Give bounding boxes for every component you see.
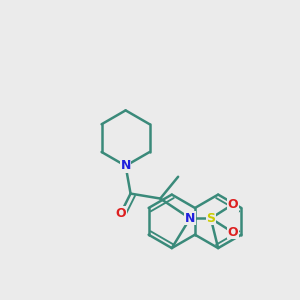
Text: N: N — [120, 159, 131, 172]
Text: O: O — [115, 207, 126, 220]
Text: O: O — [227, 198, 238, 211]
Text: N: N — [120, 159, 131, 172]
Text: S: S — [206, 212, 215, 225]
Text: N: N — [185, 212, 195, 225]
Text: O: O — [227, 226, 238, 239]
